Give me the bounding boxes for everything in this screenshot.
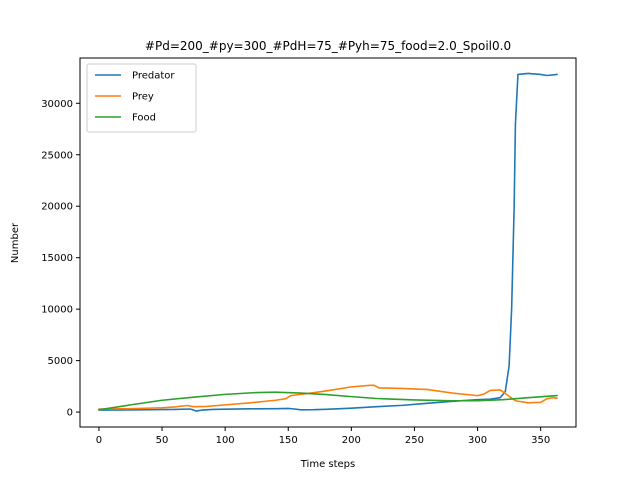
legend: Predator Prey Food bbox=[86, 63, 197, 133]
y-axis-ticks: 0 5000 10000 15000 20000 25000 30000 bbox=[41, 99, 80, 419]
legend-label-prey: Prey bbox=[132, 92, 154, 103]
x-axis-ticks: 0 50 100 150 200 250 300 350 bbox=[96, 427, 550, 446]
chart-title: #Pd=200_#py=300_#PdH=75_#Pyh=75_food=2.0… bbox=[145, 39, 511, 53]
legend-box bbox=[86, 63, 197, 133]
y-axis-label: Number bbox=[10, 222, 21, 263]
x-tick-label: 250 bbox=[405, 435, 424, 446]
legend-label-predator: Predator bbox=[132, 71, 175, 82]
x-tick-label: 100 bbox=[216, 435, 235, 446]
y-tick-label: 10000 bbox=[41, 305, 73, 316]
y-tick-label: 30000 bbox=[41, 99, 73, 110]
series-line-predator bbox=[98, 72, 558, 412]
x-tick-label: 150 bbox=[279, 435, 298, 446]
x-tick-label: 300 bbox=[468, 435, 487, 446]
x-axis-label: Time steps bbox=[300, 459, 356, 470]
plot-frame bbox=[79, 57, 577, 428]
x-tick-label: 0 bbox=[96, 435, 102, 446]
y-tick-label: 5000 bbox=[48, 356, 73, 367]
legend-label-food: Food bbox=[132, 113, 156, 124]
y-tick-label: 0 bbox=[67, 408, 73, 419]
x-tick-label: 50 bbox=[156, 435, 169, 446]
y-tick-label: 20000 bbox=[41, 202, 73, 213]
series-line-food bbox=[98, 391, 558, 411]
series-lines bbox=[98, 72, 558, 412]
y-tick-label: 15000 bbox=[41, 253, 73, 264]
x-tick-label: 350 bbox=[531, 435, 550, 446]
y-tick-label: 25000 bbox=[41, 150, 73, 161]
x-tick-label: 200 bbox=[342, 435, 361, 446]
